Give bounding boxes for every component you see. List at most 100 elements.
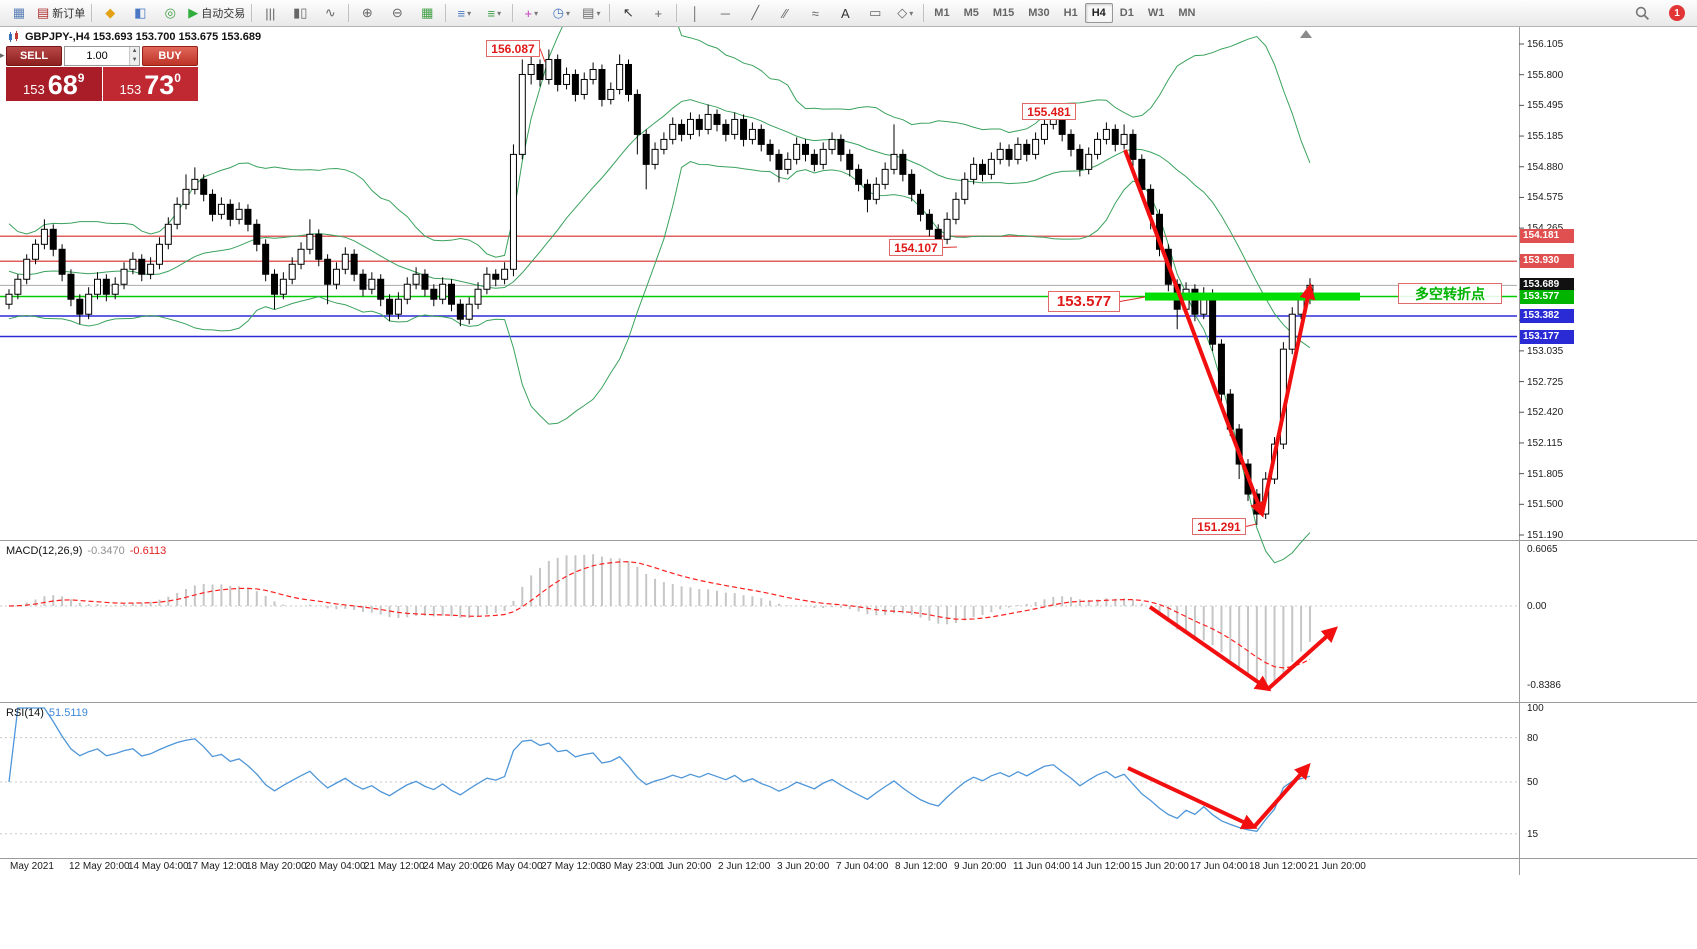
macd-axis-label: 0.6065 [1527, 544, 1558, 555]
tile-windows-icon: ▦ [421, 5, 434, 20]
price-annotation[interactable]: 155.481 [1022, 103, 1076, 120]
price-axis-label: 152.725 [1527, 376, 1564, 388]
cursor-icon[interactable]: ↖ [613, 1, 643, 25]
price-annotation[interactable]: 153.577 [1048, 291, 1120, 312]
buy-price-tile[interactable]: 153 73 0 [102, 67, 198, 101]
dropdown-arrow-icon: ▾ [467, 8, 472, 18]
indicators-icon[interactable]: ≡ ▾ [449, 1, 479, 25]
autotrading-button[interactable]: ▶ 自动交易 [185, 1, 248, 25]
price-axis-label: 155.800 [1527, 69, 1564, 81]
sell-button[interactable]: SELL [6, 46, 62, 66]
timeframe-h1[interactable]: H1 [1063, 7, 1078, 19]
price-axis-label: 151.500 [1527, 499, 1564, 511]
volume-input[interactable] [65, 47, 130, 65]
support-zone-bar[interactable] [1145, 292, 1360, 301]
sell-price-tile[interactable]: 153 68 9 [6, 67, 103, 101]
templates-icon[interactable]: ▤ ▾ [576, 1, 606, 25]
sell-price-main: 68 [47, 70, 78, 101]
time-axis-label: 20 May 04:00 [305, 861, 366, 872]
chart-window-icon[interactable]: ▦ [4, 1, 34, 25]
crosshair-icon[interactable]: + [643, 1, 673, 25]
rsi-axis-label: 100 [1527, 703, 1544, 714]
toolbar-separator [445, 4, 447, 22]
main-toolbar: ▦ ▤ 新订单 ◆ ◧ ◎ ▶ 自动交易 ||| ▮▯ ∿ ⊕ ⊖ ▦ ≡ ▾ ≡ ▾ + ▾ ◷ ▾ ▤ ▾ ↖ + │ ─ ╱ ∕∕ ≈… [0, 0, 1697, 27]
trendline-icon[interactable]: ╱ [740, 1, 770, 25]
price-annotation[interactable]: 151.291 [1192, 518, 1246, 535]
add-symbol-icon[interactable]: + ▾ [516, 1, 546, 25]
crosshair-icon: + [654, 5, 663, 21]
time-axis-label: 18 May 20:00 [246, 861, 307, 872]
rsi-axis-label: 50 [1527, 777, 1539, 788]
volume-field-wrap: ▲ ▼ [64, 46, 140, 66]
sell-price-prefix: 153 [23, 81, 45, 97]
dropdown-arrow-icon: ▾ [534, 8, 539, 18]
timeframe-d1[interactable]: D1 [1119, 7, 1134, 19]
text-icon[interactable]: A [830, 1, 860, 25]
tile-windows-icon[interactable]: ▦ [412, 1, 442, 25]
chart-symbol-info: GBPJPY-,H4 153.693 153.700 153.675 153.6… [8, 31, 261, 43]
bollinger-bands [8, 0, 1311, 564]
notification-badge[interactable]: 1 [1669, 5, 1685, 21]
zoom-out-icon[interactable]: ⊖ [382, 1, 412, 25]
timeframe-mn[interactable]: MN [1178, 7, 1196, 19]
time-axis-label: 27 May 12:00 [541, 861, 602, 872]
turning-point-label[interactable]: 多空转折点 [1398, 283, 1502, 304]
timeframe-w1[interactable]: W1 [1147, 7, 1165, 19]
toolbar-separator [923, 4, 925, 22]
data-window-icon[interactable]: ◧ [125, 1, 155, 25]
rsi-line [8, 707, 1311, 832]
zoom-out-icon: ⊖ [391, 5, 403, 20]
macd-signal-value: -0.6113 [129, 545, 167, 557]
time-axis-label: 14 May 04:00 [128, 861, 189, 872]
navigator-icon[interactable]: ◎ [155, 1, 185, 25]
label-icon: ▭ [869, 5, 882, 20]
trend-arrows[interactable] [1123, 149, 1338, 830]
price-marker-box: 154.181 [1520, 229, 1574, 244]
horizontal-line-icon[interactable]: ─ [710, 1, 740, 25]
label-icon[interactable]: ▭ [860, 1, 890, 25]
indicators-icon: ≡ [457, 5, 466, 21]
timeframe-h4[interactable]: H4 [1084, 3, 1113, 23]
sell-price-sup: 9 [77, 71, 85, 85]
macd-signal-line [8, 561, 1311, 669]
fibonacci-icon[interactable]: ≈ [800, 1, 830, 25]
volume-up-icon[interactable]: ▲ [130, 47, 139, 56]
macd-label: MACD(12,26,9) -0.3470 -0.6113 [6, 545, 166, 557]
vertical-line-icon[interactable]: │ [680, 1, 710, 25]
market-watch-icon[interactable]: ◆ [95, 1, 125, 25]
volume-spinner: ▲ ▼ [129, 47, 139, 65]
price-annotation[interactable]: 154.107 [889, 239, 943, 256]
horizontal-line-icon: ─ [720, 5, 730, 21]
fibonacci-icon: ≈ [811, 5, 819, 21]
navigator-icon: ◎ [164, 5, 176, 20]
channel-icon[interactable]: ∕∕ [770, 1, 800, 25]
timeframe-m1[interactable]: M1 [934, 7, 950, 19]
channel-icon: ∕∕ [783, 5, 788, 21]
buy-button[interactable]: BUY [142, 46, 198, 66]
volume-down-icon[interactable]: ▼ [130, 56, 139, 65]
toolbar-separator [91, 4, 93, 22]
search-icon[interactable] [1627, 1, 1657, 25]
toolbar-separator [251, 4, 253, 22]
line-chart-mode-icon[interactable]: ∿ [315, 1, 345, 25]
indicator-list-icon[interactable]: ≡ ▾ [479, 1, 509, 25]
price-axis-label: 153.035 [1527, 345, 1564, 357]
candlestick-mode-icon[interactable]: ▮▯ [285, 1, 315, 25]
price-axis-label: 156.105 [1527, 39, 1564, 50]
periods-icon[interactable]: ◷ ▾ [546, 1, 576, 25]
one-click-collapse-arrow[interactable]: ▸ [0, 50, 5, 60]
new-order-button[interactable]: ▤ 新订单 [34, 1, 88, 25]
zoom-in-icon[interactable]: ⊕ [352, 1, 382, 25]
price-marker-box: 153.577 [1520, 289, 1574, 304]
symbol-ohlc-text: GBPJPY-,H4 153.693 153.700 153.675 153.6… [25, 31, 262, 43]
rsi-value: 51.5119 [48, 707, 88, 719]
timeframe-m30[interactable]: M30 [1028, 7, 1050, 19]
timeframe-m5[interactable]: M5 [963, 7, 979, 19]
shapes-icon[interactable]: ◇ ▾ [890, 1, 920, 25]
timeframe-m15[interactable]: M15 [992, 7, 1015, 19]
price-annotation[interactable]: 156.087 [486, 40, 540, 57]
autotrading-icon: ▶ [188, 5, 199, 20]
bar-chart-mode-icon[interactable]: ||| [255, 1, 285, 25]
chart-shift-marker[interactable] [1300, 30, 1312, 38]
